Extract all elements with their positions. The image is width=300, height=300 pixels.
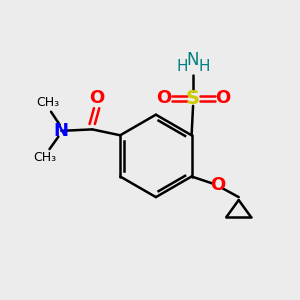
- Text: H: H: [176, 59, 188, 74]
- Text: H: H: [199, 59, 210, 74]
- Text: CH₃: CH₃: [37, 96, 60, 110]
- Text: O: O: [89, 89, 104, 107]
- Text: N: N: [187, 51, 199, 69]
- Text: O: O: [215, 89, 230, 107]
- Text: S: S: [186, 89, 200, 108]
- Text: O: O: [156, 89, 171, 107]
- Text: O: O: [211, 176, 226, 194]
- Text: CH₃: CH₃: [34, 151, 57, 164]
- Text: N: N: [54, 122, 69, 140]
